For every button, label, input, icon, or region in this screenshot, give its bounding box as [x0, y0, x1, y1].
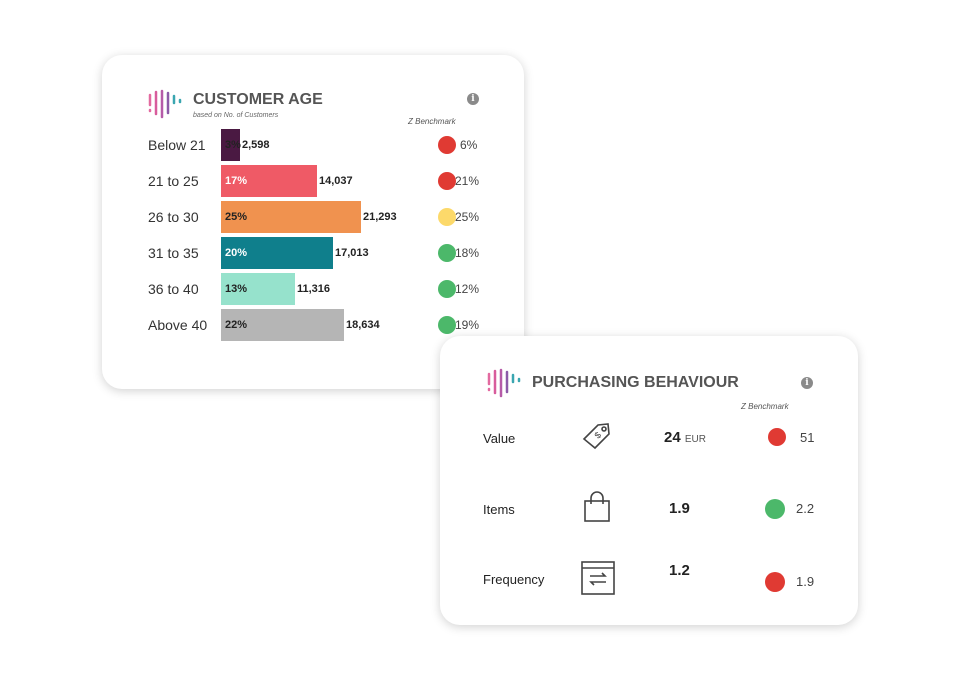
svg-text:$: $ — [592, 430, 603, 441]
percent-label: 22% — [225, 319, 248, 331]
info-icon[interactable]: i — [801, 377, 813, 389]
purchasing-behaviour-card: PURCHASING BEHAVIOUR i Z Benchmark Value… — [440, 336, 858, 625]
age-label: 26 to 30 — [148, 209, 199, 225]
benchmark-value: 21% — [455, 174, 480, 188]
age-bar[interactable] — [221, 237, 333, 269]
benchmark-value: 2.2 — [796, 501, 815, 516]
benchmark-status-dot — [438, 172, 456, 190]
age-label: 21 to 25 — [148, 173, 199, 189]
metric-value: 1.2 — [669, 562, 690, 579]
benchmark-value: 18% — [455, 246, 480, 260]
benchmark-value: 12% — [455, 282, 480, 296]
shopping-bag-icon — [580, 490, 614, 529]
benchmark-status-dot — [438, 316, 456, 334]
benchmark-status-dot — [765, 499, 785, 519]
benchmark-value: 19% — [455, 318, 480, 332]
count-label: 17,013 — [335, 247, 369, 259]
benchmark-value: 51 — [800, 430, 815, 445]
benchmark-status-dot — [438, 136, 456, 154]
metric-value: 1.9 — [669, 500, 690, 517]
card-title: PURCHASING BEHAVIOUR — [532, 374, 739, 391]
age-label: 31 to 35 — [148, 245, 199, 261]
repeat-window-icon — [580, 560, 616, 601]
benchmark-header: Z Benchmark — [408, 117, 456, 126]
metric-unit: EUR — [684, 434, 706, 445]
age-row: 31 to 35 20% 17,013 18% — [102, 237, 524, 269]
benchmark-value: 6% — [460, 138, 478, 152]
age-bar[interactable] — [221, 165, 317, 197]
count-label: 21,293 — [363, 211, 397, 223]
percent-label: 25% — [225, 211, 248, 223]
info-icon[interactable]: i — [467, 93, 479, 105]
count-label: 18,634 — [346, 319, 380, 331]
benchmark-status-dot — [768, 428, 786, 446]
age-label: Below 21 — [148, 137, 206, 153]
metric-value: 24 EUR — [664, 429, 706, 446]
customer-age-card: CUSTOMER AGE based on No. of Customers i… — [102, 55, 524, 389]
percent-label: 17% — [225, 175, 248, 187]
benchmark-value: 25% — [455, 210, 480, 224]
count-label: 11,316 — [297, 283, 331, 295]
percent-label: 3% — [225, 139, 241, 151]
brand-logo-icon — [148, 89, 182, 119]
percent-label: 20% — [225, 247, 248, 259]
age-row: Below 21 3% 2,598 6% — [102, 129, 524, 161]
age-row: Above 40 22% 18,634 19% — [102, 309, 524, 341]
age-row: 36 to 40 13% 11,316 12% — [102, 273, 524, 305]
age-bar[interactable] — [221, 309, 344, 341]
age-label: 36 to 40 — [148, 281, 199, 297]
age-bar[interactable] — [221, 273, 295, 305]
metric-label: Frequency — [483, 572, 545, 587]
age-label: Above 40 — [148, 317, 208, 333]
percent-label: 13% — [225, 283, 248, 295]
benchmark-value: 1.9 — [796, 574, 815, 589]
count-label: 14,037 — [319, 175, 353, 187]
benchmark-header: Z Benchmark — [741, 402, 789, 411]
card-subtitle: based on No. of Customers — [193, 112, 279, 119]
metric-label: Items — [483, 502, 515, 517]
metric-label: Value — [483, 431, 516, 446]
benchmark-status-dot — [438, 280, 456, 298]
brand-logo-icon — [487, 368, 521, 398]
benchmark-status-dot — [438, 244, 456, 262]
price-tag-icon: $ — [580, 419, 614, 458]
benchmark-status-dot — [438, 208, 456, 226]
card-title: CUSTOMER AGE — [193, 91, 323, 108]
age-row: 26 to 30 25% 21,293 25% — [102, 201, 524, 233]
age-bar[interactable] — [221, 201, 361, 233]
count-label: 2,598 — [242, 139, 270, 151]
age-row: 21 to 25 17% 14,037 21% — [102, 165, 524, 197]
age-bar[interactable] — [221, 129, 240, 161]
benchmark-status-dot — [765, 572, 785, 592]
